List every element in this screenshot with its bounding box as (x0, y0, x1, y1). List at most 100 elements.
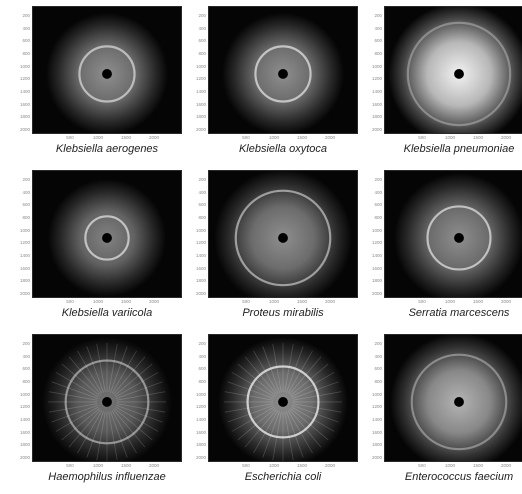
panel-2: 200 400 600 800 1000 1200 1400 1600 1800 2000 500 1… (186, 6, 358, 166)
y-tick-label: 1600 (19, 101, 30, 107)
scatter-ring (410, 353, 508, 451)
radial-streak (77, 350, 103, 394)
y-tick-label: 1200 (371, 76, 382, 82)
radial-streak (86, 346, 105, 393)
species-caption: Enterococcus faecium (404, 471, 514, 483)
scatter-ring (84, 215, 130, 261)
y-tick-label: 1000 (371, 227, 382, 233)
y-tick-label: 1000 (195, 63, 206, 69)
y-tick-label: 200 (198, 177, 206, 182)
diffraction-pattern (45, 12, 169, 133)
x-tick-label: 500 (418, 299, 426, 304)
y-tick-label: 400 (374, 353, 382, 359)
radial-streak (285, 346, 304, 393)
radial-streak (115, 372, 159, 398)
y-tick-label: 1600 (371, 101, 382, 107)
x-tick-label: 1000 (92, 463, 104, 468)
y-tick-labels: 200 400 600 800 1000 1200 1400 1600 1800 2000 (362, 6, 382, 134)
radial-streak (108, 411, 118, 461)
panel-4: 200 400 600 800 1000 1200 1400 1600 1800 2000 500 1… (10, 170, 182, 330)
y-tick-label: 1400 (19, 89, 30, 94)
x-tick-labels: 500 1000 1500 2000 (384, 299, 522, 306)
y-tick-label: 1600 (19, 265, 30, 271)
y-tick-labels: 200 400 600 800 1000 1200 1400 1600 1800 2000 (10, 6, 30, 134)
y-tick-label: 2000 (195, 455, 206, 460)
y-tick-label: 1400 (195, 89, 206, 94)
panel-7: 200 400 600 800 1000 1200 1400 1600 1800 2000 500 1… (10, 334, 182, 494)
y-tick-labels: 200 400 600 800 1000 1200 1400 1600 1800 2000 (10, 334, 30, 462)
speckle-image (32, 334, 182, 462)
radial-streak (61, 407, 100, 441)
scatter-ring (406, 21, 512, 127)
y-tick-label: 1400 (371, 253, 382, 258)
radial-streak (61, 363, 100, 396)
y-tick-label: 1800 (19, 278, 30, 284)
x-tick-label: 2000 (324, 463, 336, 468)
x-tick-labels: 500 1000 1500 2000 (384, 463, 522, 470)
diffraction-pattern (394, 172, 522, 297)
x-tick-label: 2000 (148, 135, 160, 140)
radial-streak (116, 391, 166, 401)
y-tick-label: 1000 (371, 391, 382, 397)
y-tick-label: 1600 (371, 429, 382, 435)
y-tick-label: 1400 (371, 417, 382, 422)
beam-stop (278, 69, 288, 79)
radial-streak (116, 403, 166, 413)
x-tick-label: 500 (418, 135, 426, 140)
x-tick-label: 1000 (444, 135, 456, 140)
radial-streak (108, 343, 118, 393)
y-tick-label: 1400 (195, 253, 206, 258)
species-caption: Proteus mirabilis (242, 307, 324, 319)
x-tick-label: 2000 (148, 463, 160, 468)
y-tick-label: 200 (374, 13, 382, 18)
y-tick-label: 1400 (19, 417, 30, 422)
y-tick-label: 1000 (371, 63, 382, 69)
speckle-image (384, 170, 522, 298)
beam-stop (454, 233, 464, 243)
species-caption: Escherichia coli (244, 471, 322, 483)
x-tick-label: 1500 (472, 299, 484, 304)
x-tick-label: 500 (66, 135, 74, 140)
scatter-ring (64, 359, 150, 445)
radial-streak (115, 406, 159, 432)
beam-stop (102, 397, 112, 407)
y-tick-label: 200 (22, 341, 30, 346)
x-tick-label: 500 (418, 463, 426, 468)
species-caption: Haemophilus influenzae (48, 471, 166, 483)
radial-streak (111, 350, 137, 394)
x-tick-labels: 500 1000 1500 2000 (208, 135, 358, 142)
x-tick-label: 2000 (500, 135, 512, 140)
beam-stop (278, 397, 288, 407)
diffraction-pattern (388, 7, 522, 133)
y-tick-labels: 200 400 600 800 1000 1200 1400 1600 1800 2000 (186, 6, 206, 134)
radial-streak (68, 409, 101, 448)
y-tick-label: 600 (198, 202, 206, 208)
radial-streak (109, 346, 128, 393)
speckle-image (32, 170, 182, 298)
y-tick-label: 600 (374, 202, 382, 208)
panel-9: 200 400 600 800 1000 1200 1400 1600 1800 2000 500 1… (362, 334, 522, 494)
diffraction-pattern (42, 336, 172, 461)
y-tick-label: 2000 (19, 291, 30, 296)
radial-streak (77, 410, 103, 454)
diffraction-pattern (47, 178, 167, 297)
species-caption: Serratia marcescens (408, 307, 510, 319)
y-tick-label: 1600 (195, 101, 206, 107)
x-tick-labels: 500 1000 1500 2000 (208, 299, 358, 306)
x-tick-label: 1500 (120, 135, 132, 140)
y-tick-label: 800 (198, 51, 206, 56)
radial-streak (113, 409, 146, 448)
y-tick-label: 1800 (19, 114, 30, 120)
x-tick-label: 1500 (296, 135, 308, 140)
y-tick-labels: 200 400 600 800 1000 1200 1400 1600 1800 2000 (362, 170, 382, 298)
scatter-ring (426, 205, 492, 271)
scatter-ring (234, 189, 332, 287)
radial-streak (51, 381, 98, 399)
radial-streak (262, 411, 281, 458)
x-tick-label: 2000 (324, 135, 336, 140)
panel-5: 200 400 600 800 1000 1200 1400 1600 1800 2000 500 1… (186, 170, 358, 330)
y-tick-label: 1800 (371, 114, 382, 120)
speckle-image (384, 6, 522, 134)
x-tick-labels: 500 1000 1500 2000 (32, 463, 182, 470)
y-tick-label: 800 (374, 215, 382, 220)
